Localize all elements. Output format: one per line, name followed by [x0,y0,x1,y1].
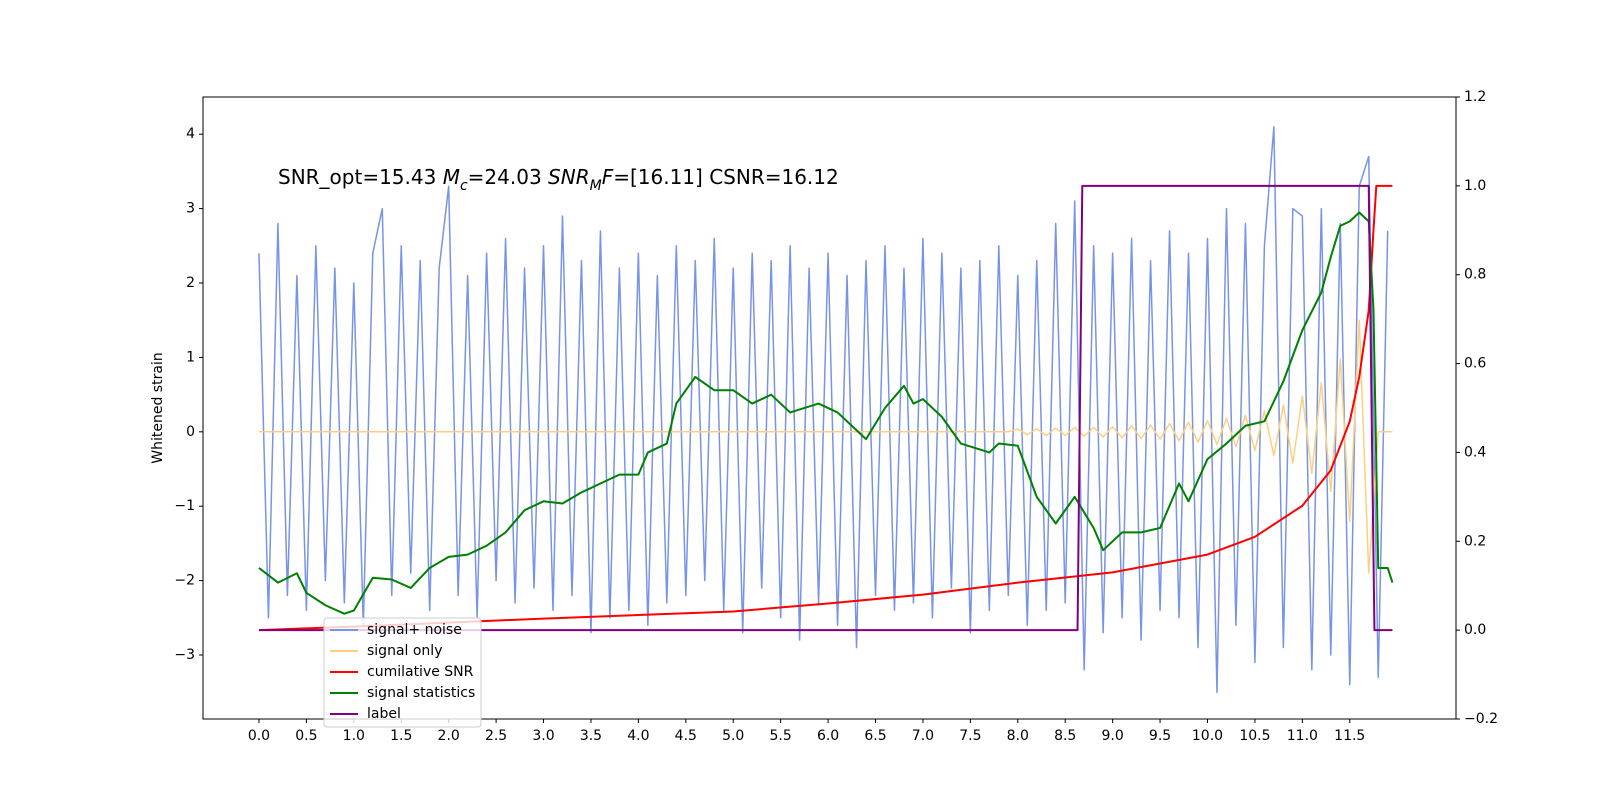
annotation-part: F [602,165,614,189]
y-tick-label: 0 [186,424,195,440]
annotation-part: =[16.11] CSNR=16.12 [613,165,839,189]
x-tick-label: 11.5 [1334,728,1365,744]
legend-box [323,617,482,728]
y-axis-label: Whitened strain [150,352,166,463]
y2-tick-label: 0.4 [1464,444,1486,460]
series-line [258,184,1393,632]
x-tick-label: 5.0 [722,728,744,744]
y2-tick-label: 0.8 [1464,267,1486,283]
x-tick-label: 2.0 [438,728,460,744]
x-tick-label: 1.0 [343,728,365,744]
legend-label: signal statistics [367,685,475,701]
y-tick-label: −2 [174,573,195,589]
legend-label: cumilative SNR [367,664,474,680]
x-tick-label: 10.0 [1192,728,1223,744]
y2-tick-label: −0.2 [1464,711,1498,727]
x-tick-label: 0.0 [248,728,270,744]
legend: signal+ noise signal only cumilative SNR si… [323,617,482,728]
y-tick-label: −3 [174,647,195,663]
annotation-part: =24.03 [468,165,548,189]
annotation-part: M [443,165,460,189]
x-tick-label: 4.5 [675,728,697,744]
annotation-part: c [460,178,468,194]
annotation: SNR_opt=15.43 Mc=24.03 SNRMF=[16.11] CSN… [278,165,839,195]
x-tick-label: 8.5 [1054,728,1076,744]
annotation-part: M [590,178,602,194]
x-tick-label: 8.0 [1007,728,1029,744]
x-tick-label: 10.5 [1239,728,1270,744]
y2-tick-label: 0.6 [1464,356,1486,372]
x-tick-label: 7.5 [959,728,981,744]
series-line [258,126,1389,693]
y2-tick-label: 1.0 [1464,178,1486,194]
x-tick-label: 9.5 [1149,728,1171,744]
x-tick-label: 9.0 [1102,728,1124,744]
y-tick-label: 2 [186,275,195,291]
y-tick-label: −1 [174,498,195,514]
x-tick-label: 6.5 [864,728,886,744]
x-tick-label: 2.5 [485,728,507,744]
x-tick-label: 3.0 [532,728,554,744]
annotation-part: SNR_opt=15.43 [278,165,443,189]
legend-label: label [367,706,401,722]
legend-label: signal+ noise [367,622,462,638]
annotation-part: SNR [548,165,590,189]
y2-tick-label: 0.2 [1464,533,1486,549]
y-tick-label: 4 [186,126,195,142]
series-line [258,211,1394,615]
y2-tick-label: 0.0 [1464,622,1486,638]
y-tick-label: 3 [186,201,195,217]
x-tick-label: 7.0 [912,728,934,744]
x-tick-label: 0.5 [295,728,317,744]
x-tick-label: 1.5 [390,728,412,744]
y-tick-label: 1 [186,349,195,365]
x-tick-label: 3.5 [580,728,602,744]
x-tick-label: 5.5 [770,728,792,744]
x-tick-label: 6.0 [817,728,839,744]
x-tick-label: 11.0 [1287,728,1318,744]
legend-label: signal only [367,643,442,659]
y2-tick-label: 1.2 [1464,89,1486,105]
series-line [258,319,1393,574]
series-line [258,184,1393,632]
x-tick-label: 4.0 [627,728,649,744]
axes-frame [202,96,1457,720]
